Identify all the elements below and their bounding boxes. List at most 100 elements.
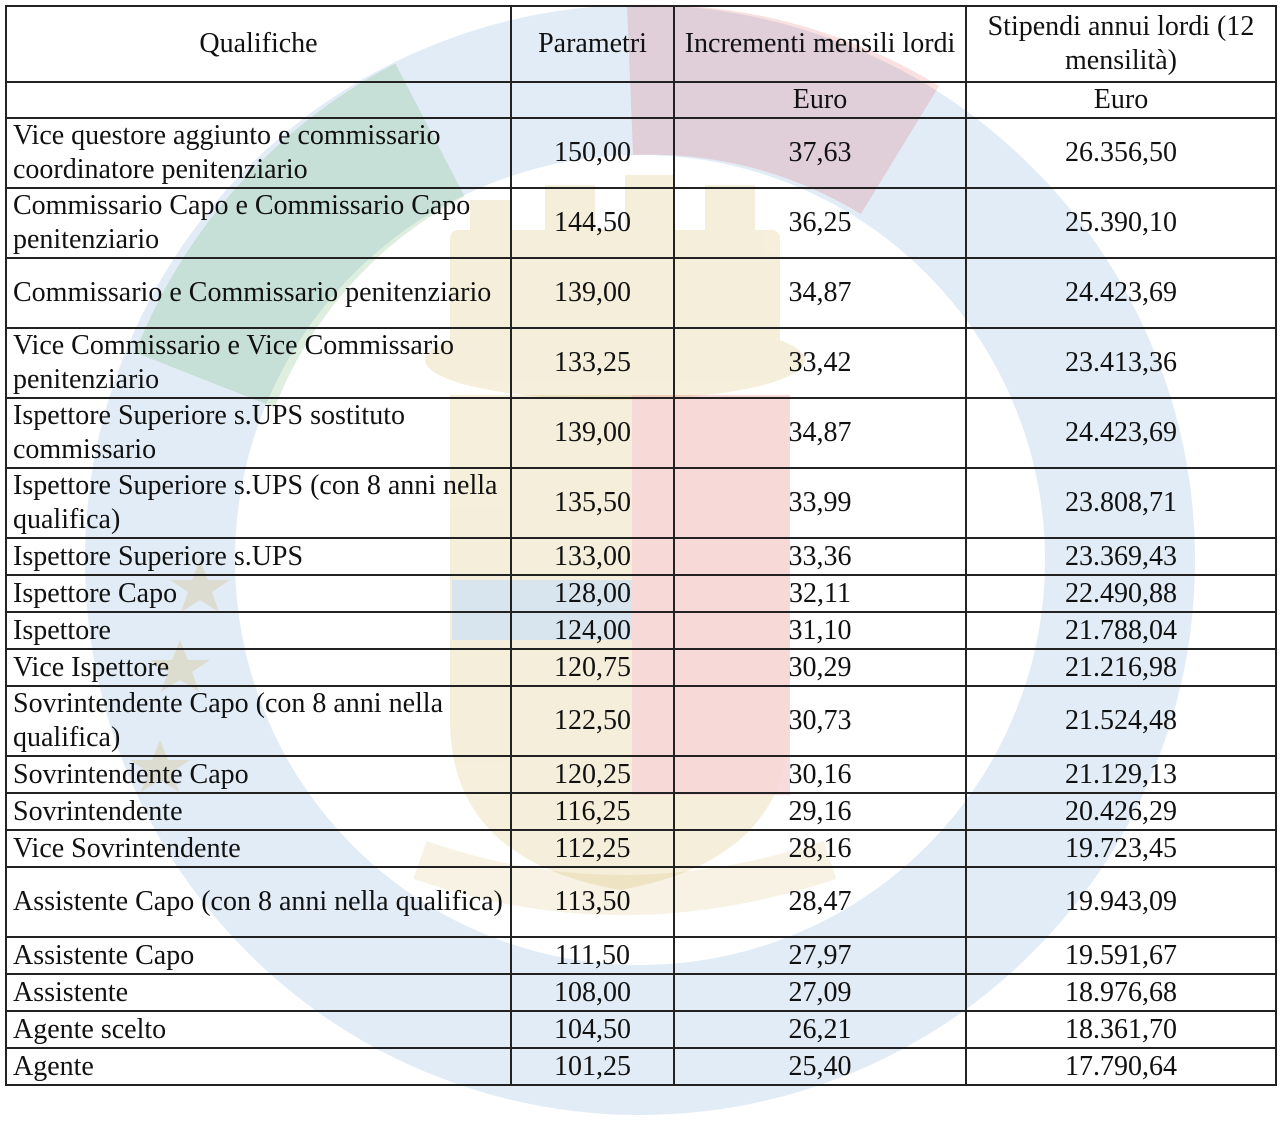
cell-stipendi: 19.591,67 — [965, 936, 1277, 975]
cell-parametri: 139,00 — [510, 257, 675, 329]
header-qualifiche: Qualifiche — [5, 5, 512, 83]
cell-stipendi: 19.943,09 — [965, 866, 1277, 938]
cell-qualifica: Sovrintendente — [5, 792, 512, 831]
cell-incrementi: 34,87 — [673, 397, 967, 469]
cell-stipendi: 23.413,36 — [965, 327, 1277, 399]
cell-stipendi: 24.423,69 — [965, 397, 1277, 469]
cell-parametri: 120,75 — [510, 648, 675, 687]
cell-qualifica: Commissario Capo e Commissario Capo peni… — [5, 187, 512, 259]
cell-parametri: 133,00 — [510, 537, 675, 576]
table-row: Assistente Capo (con 8 anni nella qualif… — [5, 866, 1277, 938]
cell-incrementi: 29,16 — [673, 792, 967, 831]
table-row: Ispettore Superiore s.UPS 133,00 33,36 2… — [5, 537, 1277, 576]
cell-stipendi: 20.426,29 — [965, 792, 1277, 831]
cell-incrementi: 30,16 — [673, 755, 967, 794]
cell-qualifica: Vice Sovrintendente — [5, 829, 512, 868]
cell-parametri: 108,00 — [510, 973, 675, 1012]
cell-qualifica: Agente — [5, 1047, 512, 1086]
cell-stipendi: 24.423,69 — [965, 257, 1277, 329]
cell-qualifica: Ispettore — [5, 611, 512, 650]
unit-qualifiche — [5, 81, 512, 119]
cell-qualifica: Vice questore aggiunto e commissario coo… — [5, 117, 512, 189]
cell-parametri: 120,25 — [510, 755, 675, 794]
header-stipendi: Stipendi annui lordi (12 mensilità) — [965, 5, 1277, 83]
cell-parametri: 111,50 — [510, 936, 675, 975]
cell-stipendi: 25.390,10 — [965, 187, 1277, 259]
cell-parametri: 150,00 — [510, 117, 675, 189]
table-row: Commissario Capo e Commissario Capo peni… — [5, 187, 1277, 259]
table-row: Ispettore 124,00 31,10 21.788,04 — [5, 611, 1277, 650]
cell-incrementi: 33,42 — [673, 327, 967, 399]
cell-incrementi: 34,87 — [673, 257, 967, 329]
cell-parametri: 104,50 — [510, 1010, 675, 1049]
cell-stipendi: 19.723,45 — [965, 829, 1277, 868]
salary-table: Qualifiche Parametri Incrementi mensili … — [5, 5, 1277, 1086]
cell-stipendi: 23.808,71 — [965, 467, 1277, 539]
cell-incrementi: 27,09 — [673, 973, 967, 1012]
cell-incrementi: 37,63 — [673, 117, 967, 189]
cell-incrementi: 31,10 — [673, 611, 967, 650]
unit-parametri — [510, 81, 675, 119]
table-row: Commissario e Commissario penitenziario … — [5, 257, 1277, 329]
cell-parametri: 113,50 — [510, 866, 675, 938]
cell-incrementi: 28,47 — [673, 866, 967, 938]
cell-stipendi: 21.524,48 — [965, 685, 1277, 757]
cell-qualifica: Assistente Capo — [5, 936, 512, 975]
unit-incrementi: Euro — [673, 81, 967, 119]
table-row: Sovrintendente Capo 120,25 30,16 21.129,… — [5, 755, 1277, 794]
cell-parametri: 116,25 — [510, 792, 675, 831]
cell-incrementi: 32,11 — [673, 574, 967, 613]
cell-qualifica: Ispettore Capo — [5, 574, 512, 613]
table-row: Agente scelto 104,50 26,21 18.361,70 — [5, 1010, 1277, 1049]
cell-qualifica: Ispettore Superiore s.UPS sostituto comm… — [5, 397, 512, 469]
table-row: Ispettore Superiore s.UPS (con 8 anni ne… — [5, 467, 1277, 539]
table-row: Vice Sovrintendente 112,25 28,16 19.723,… — [5, 829, 1277, 868]
cell-parametri: 133,25 — [510, 327, 675, 399]
table-body: Vice questore aggiunto e commissario coo… — [5, 117, 1277, 1086]
cell-incrementi: 36,25 — [673, 187, 967, 259]
unit-stipendi: Euro — [965, 81, 1277, 119]
header-incrementi: Incrementi mensili lordi — [673, 5, 967, 83]
cell-qualifica: Sovrintendente Capo (con 8 anni nella qu… — [5, 685, 512, 757]
table-row: Assistente 108,00 27,09 18.976,68 — [5, 973, 1277, 1012]
cell-parametri: 139,00 — [510, 397, 675, 469]
cell-stipendi: 18.976,68 — [965, 973, 1277, 1012]
cell-parametri: 124,00 — [510, 611, 675, 650]
cell-parametri: 135,50 — [510, 467, 675, 539]
cell-stipendi: 21.216,98 — [965, 648, 1277, 687]
cell-parametri: 122,50 — [510, 685, 675, 757]
cell-incrementi: 25,40 — [673, 1047, 967, 1086]
cell-stipendi: 21.788,04 — [965, 611, 1277, 650]
cell-parametri: 101,25 — [510, 1047, 675, 1086]
cell-stipendi: 26.356,50 — [965, 117, 1277, 189]
cell-qualifica: Commissario e Commissario penitenziario — [5, 257, 512, 329]
cell-qualifica: Vice Ispettore — [5, 648, 512, 687]
cell-parametri: 128,00 — [510, 574, 675, 613]
cell-incrementi: 33,36 — [673, 537, 967, 576]
table-row: Vice Ispettore 120,75 30,29 21.216,98 — [5, 648, 1277, 687]
cell-incrementi: 28,16 — [673, 829, 967, 868]
cell-incrementi: 33,99 — [673, 467, 967, 539]
unit-row: Euro Euro — [5, 81, 1277, 119]
cell-parametri: 112,25 — [510, 829, 675, 868]
cell-incrementi: 27,97 — [673, 936, 967, 975]
cell-stipendi: 18.361,70 — [965, 1010, 1277, 1049]
table-row: Sovrintendente Capo (con 8 anni nella qu… — [5, 685, 1277, 757]
cell-qualifica: Sovrintendente Capo — [5, 755, 512, 794]
cell-incrementi: 30,73 — [673, 685, 967, 757]
cell-stipendi: 21.129,13 — [965, 755, 1277, 794]
cell-qualifica: Assistente Capo (con 8 anni nella qualif… — [5, 866, 512, 938]
table-row: Vice questore aggiunto e commissario coo… — [5, 117, 1277, 189]
table-row: Ispettore Capo 128,00 32,11 22.490,88 — [5, 574, 1277, 613]
cell-qualifica: Ispettore Superiore s.UPS — [5, 537, 512, 576]
cell-incrementi: 26,21 — [673, 1010, 967, 1049]
salary-table-sheet: Qualifiche Parametri Incrementi mensili … — [5, 5, 1277, 1086]
table-row: Agente 101,25 25,40 17.790,64 — [5, 1047, 1277, 1086]
table-row: Ispettore Superiore s.UPS sostituto comm… — [5, 397, 1277, 469]
cell-stipendi: 17.790,64 — [965, 1047, 1277, 1086]
table-row: Sovrintendente 116,25 29,16 20.426,29 — [5, 792, 1277, 831]
cell-qualifica: Vice Commissario e Vice Commissario peni… — [5, 327, 512, 399]
cell-qualifica: Agente scelto — [5, 1010, 512, 1049]
table-row: Assistente Capo 111,50 27,97 19.591,67 — [5, 936, 1277, 975]
header-row: Qualifiche Parametri Incrementi mensili … — [5, 5, 1277, 83]
